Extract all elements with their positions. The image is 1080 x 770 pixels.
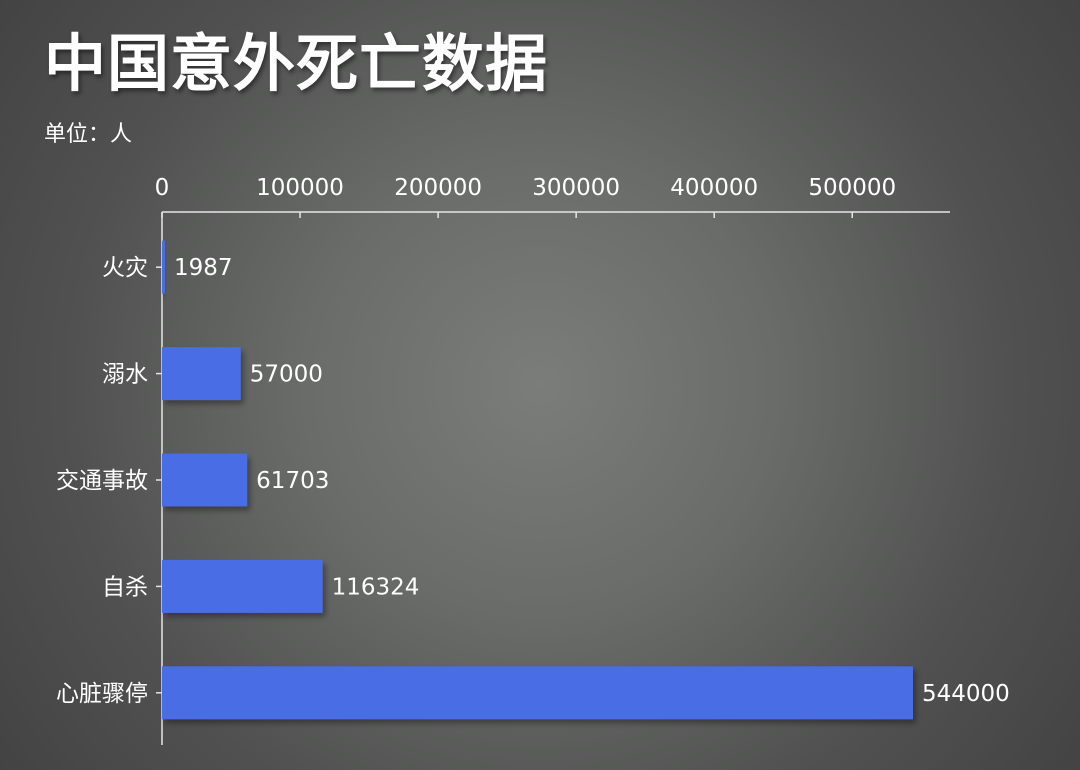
bar-4: [162, 559, 323, 613]
x-tick-label: 400000: [670, 175, 758, 201]
x-tick-label: 300000: [532, 175, 620, 201]
category-label: 心脏骤停: [56, 681, 148, 707]
category-label: 自杀: [102, 574, 148, 600]
x-tick-label: 500000: [808, 175, 896, 201]
data-label: 57000: [250, 362, 323, 388]
category-label: 火灾: [102, 255, 148, 281]
category-label: 交通事故: [56, 468, 148, 494]
data-label: 61703: [256, 468, 329, 494]
unit-label: 单位：人: [44, 122, 133, 147]
category-label: 溺水: [102, 362, 148, 388]
x-tick-label: 0: [155, 175, 170, 201]
bar-3: [162, 453, 248, 507]
data-label: 544000: [922, 681, 1010, 707]
data-label: 1987: [174, 255, 233, 281]
bar-5: [162, 666, 913, 720]
x-tick-label: 200000: [394, 175, 482, 201]
data-label: 116324: [332, 574, 420, 600]
bar-1: [162, 240, 165, 294]
x-tick-label: 100000: [256, 175, 344, 201]
chart-title: 中国意外死亡数据: [44, 27, 549, 100]
bar-2: [162, 347, 241, 401]
